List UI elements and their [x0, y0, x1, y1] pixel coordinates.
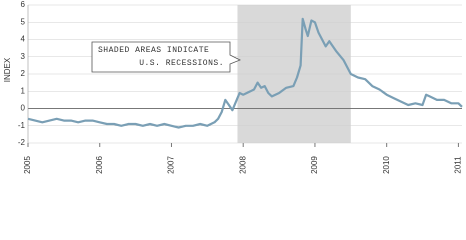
x-tick-label: 2005	[23, 156, 32, 174]
x-tick-label: 2010	[382, 156, 391, 174]
y-tick-label: -1	[18, 121, 26, 130]
y-tick-label: 4	[21, 35, 26, 44]
y-tick-label: 1	[21, 86, 26, 95]
annotation-box	[91, 41, 241, 73]
annotation-text: SHADED AREAS INDICATE	[98, 46, 209, 55]
chart: INDEX -2 -1 0 1 2 3 4 5 6 2005 2006 2007 2008 2009 201…	[3, 0, 463, 174]
y-tick-label: -2	[18, 138, 26, 147]
y-axis-label: INDEX	[3, 57, 12, 82]
y-tick-label: 3	[21, 52, 26, 61]
y-tick-label: 0	[21, 104, 26, 113]
annotation-text: U.S. RECESSIONS.	[139, 59, 224, 68]
data-line	[27, 17, 463, 129]
y-tick-label: 6	[21, 0, 26, 9]
annotation: SHADED AREAS INDICATE U.S. RECESSIONS.	[91, 41, 241, 73]
y-tick-label: 2	[21, 69, 26, 78]
y-tick-label: 5	[21, 17, 26, 26]
x-tick-label: 2008	[238, 156, 247, 174]
x-tick-label: 2011	[454, 156, 463, 174]
x-tick-label: 2007	[167, 156, 176, 174]
x-tick-label: 2006	[95, 156, 104, 174]
x-tick-label: 2009	[310, 156, 319, 174]
